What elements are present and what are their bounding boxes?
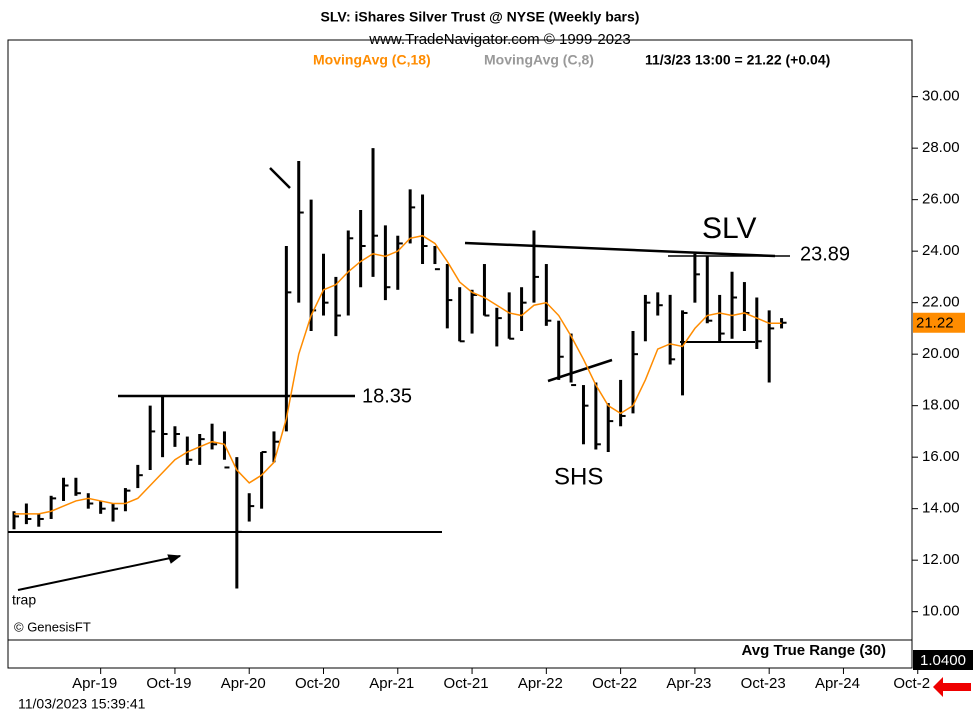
timestamp: 11/03/2023 15:39:41 [18,696,146,712]
x-tick-label: Oct-23 [741,675,786,692]
annotation: SLV [702,212,756,245]
y-tick-label: 18.00 [922,397,960,414]
scroll-arrow[interactable] [933,677,971,697]
x-tick-label: Apr-21 [369,675,414,692]
y-tick-label: 12.00 [922,551,960,568]
x-tick-label: Apr-24 [815,675,860,692]
y-tick-label: 28.00 [922,139,960,156]
y-tick-label: 22.00 [922,294,960,311]
indicator-frame [7,639,913,669]
last-price-label: 21.22 [916,315,954,332]
x-tick-label: Oct-21 [444,675,489,692]
indicator-box [913,650,973,670]
x-tick-label: Apr-22 [518,675,563,692]
annotation: SHS [554,463,603,490]
x-tick-label: Oct-19 [146,675,191,692]
y-tick-label: 20.00 [922,345,960,362]
x-tick-label: Apr-20 [221,675,266,692]
y-tick-label: 16.00 [922,448,960,465]
annotation: 23.89 [800,243,850,265]
x-tick-label: Oct-20 [295,675,340,692]
annotation: 18.35 [362,385,412,407]
subtitle: www.TradeNavigator.com © 1999-2023 [368,31,630,48]
legend-entry: MovingAvg (C,18) [313,52,431,68]
last-quote: 11/3/23 13:00 = 21.22 (+0.04) [645,52,830,68]
x-tick-label: Apr-23 [666,675,711,692]
y-tick-label: 30.00 [922,88,960,105]
legend-entry: MovingAvg (C,8) [484,52,594,68]
annotation: trap [12,592,36,608]
y-tick-label: 24.00 [922,242,960,259]
x-tick-label: Apr-19 [72,675,117,692]
title: SLV: iShares Silver Trust @ NYSE (Weekly… [321,9,640,25]
x-tick-label: Oct-22 [592,675,637,692]
moving-average [14,234,782,515]
indicator-value: 1.0400 [920,652,966,669]
indicator-label: Avg True Range (30) [742,642,886,659]
annotation: © GenesisFT [14,619,91,634]
x-tick-label: Oct-2 [893,675,930,692]
y-tick-label: 14.00 [922,500,960,517]
y-tick-label: 10.00 [922,603,960,620]
y-tick-label: 26.00 [922,191,960,208]
last-price-box [913,312,965,333]
